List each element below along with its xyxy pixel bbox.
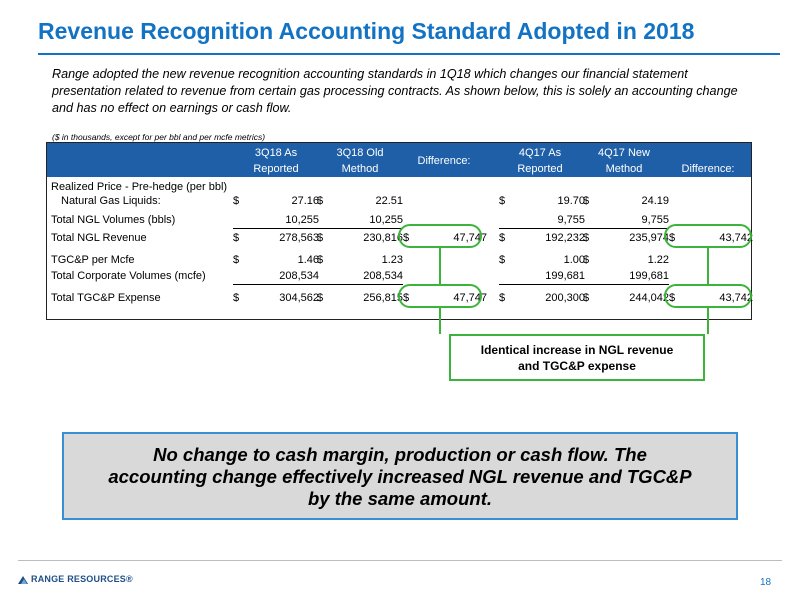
table-cell-value: 27.16 [291,195,319,207]
header-difference-3q18: Difference: [417,155,471,167]
header-3q18-old: 3Q18 Old Method [336,147,384,175]
currency-symbol: $ [583,254,590,266]
footer-divider [18,560,782,561]
header-4q17-new: 4Q17 New Method [598,147,650,175]
connector-line [439,248,441,284]
table-cell-value: 9,755 [641,214,669,226]
connector-line [439,308,441,334]
currency-symbol: $ [499,195,506,207]
table-cell-value: 24.19 [641,195,669,207]
summary-line-2: accounting change effectively increased … [108,466,692,487]
row-label: Total TGC&P Expense [51,292,161,304]
row-label: Total Corporate Volumes (mcfe) [51,270,206,282]
page-number: 18 [760,577,772,588]
callout-line-1: Identical increase in NGL revenue [480,342,674,357]
row-label: TGC&P per Mcfe [51,254,135,266]
row-label: Total NGL Volumes (bbls) [51,214,176,226]
row-label: Natural Gas Liquids: [61,195,161,207]
currency-symbol: $ [499,232,506,244]
table-cell-value: 278,563 [279,232,319,244]
table-cell-value: 22.51 [375,195,403,207]
row-label: Total NGL Revenue [51,232,147,244]
comparison-table: 3Q18 As Reported 3Q18 Old Method Differenc… [46,142,753,320]
header-difference-4q17: Difference: [681,163,735,175]
table-cell-value: 208,534 [279,270,319,282]
callout-line-2: and TGC&P expense [518,358,636,373]
intro-paragraph: Range adopted the new revenue recognitio… [52,67,738,115]
currency-symbol: $ [583,292,590,304]
table-cell-value: 1.00 [563,254,585,266]
summary-line-3: by the same amount. [307,488,492,509]
subtotal-underline [583,284,669,285]
units-note: ($ in thousands, except for per bbl and … [52,132,266,142]
table-cell-value: 1.46 [297,254,319,266]
table-cell-value: 10,255 [369,214,403,226]
highlight-ring [664,224,752,248]
subtotal-underline [499,284,585,285]
row-label: Realized Price - Pre-hedge (per bbl) [51,181,228,193]
currency-symbol: $ [499,292,506,304]
currency-symbol: $ [317,195,324,207]
table-cell-value: 19.70 [557,195,585,207]
connector-line [707,308,709,334]
range-logo-icon [18,576,28,584]
summary-line-1: No change to cash margin, production or … [153,444,647,465]
table-cell-value: 235,974 [629,232,669,244]
subtotal-underline [499,228,585,229]
currency-symbol: $ [233,195,240,207]
subtotal-underline [233,228,319,229]
currency-symbol: $ [233,232,240,244]
table-cell-value: 192,232 [545,232,585,244]
callout-box: Identical increase in NGL revenue and TG… [449,334,705,381]
table-cell-value: 10,255 [285,214,319,226]
table-cell-value: 1.23 [381,254,403,266]
table-cell-value: 244,042 [629,292,669,304]
currency-symbol: $ [583,232,590,244]
highlight-ring [398,224,482,248]
currency-symbol: $ [317,254,324,266]
connector-line [707,248,709,284]
company-logo: RANGE RESOURCES® [18,574,133,584]
title-divider [38,53,780,55]
subtotal-underline [583,228,669,229]
currency-symbol: $ [233,292,240,304]
table-cell-value: 304,562 [279,292,319,304]
slide-title: Revenue Recognition Accounting Standard … [38,18,695,44]
header-3q18-reported: 3Q18 As Reported [253,147,299,175]
highlight-ring [664,284,752,308]
currency-symbol: $ [317,292,324,304]
table-cell-value: 9,755 [557,214,585,226]
currency-symbol: $ [317,232,324,244]
currency-symbol: $ [233,254,240,266]
highlight-ring [398,284,482,308]
currency-symbol: $ [499,254,506,266]
subtotal-underline [233,284,319,285]
summary-box: No change to cash margin, production or … [62,432,738,520]
table-cell-value: 230,816 [363,232,403,244]
table-header-band [47,143,751,177]
table-cell-value: 199,681 [629,270,669,282]
table-cell-value: 200,300 [545,292,585,304]
table-cell-value: 208,534 [363,270,403,282]
header-4q17-reported: 4Q17 As Reported [517,147,563,175]
currency-symbol: $ [583,195,590,207]
table-cell-value: 256,815 [363,292,403,304]
logo-text: RANGE RESOURCES® [31,574,133,584]
subtotal-underline [317,284,403,285]
table-cell-value: 199,681 [545,270,585,282]
table-cell-value: 1.22 [647,254,669,266]
subtotal-underline [317,228,403,229]
